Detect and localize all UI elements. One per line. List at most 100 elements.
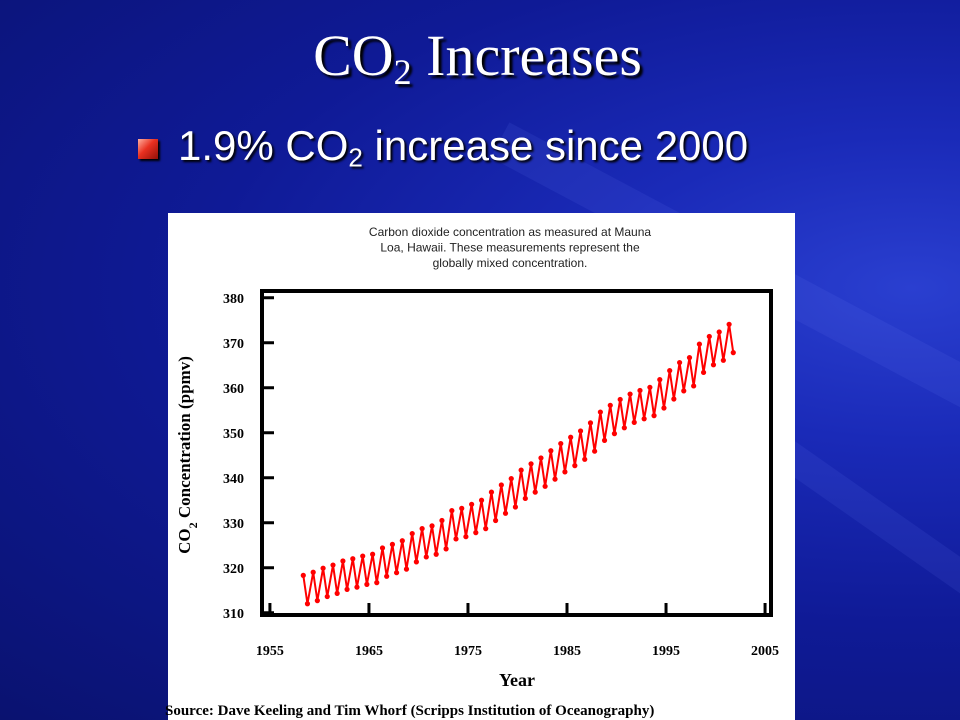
y-tick-label: 330 [223,517,244,532]
data-point [320,565,326,571]
data-point [548,448,554,454]
y-tick-label: 320 [223,562,244,577]
data-point [621,425,627,431]
x-tick-label: 1965 [355,644,383,659]
slide-title: CO2 Increases [0,22,955,93]
bullet-marker [138,139,158,159]
data-point [522,495,528,502]
bullet-text-part: 1.9% CO [178,122,349,169]
data-point [304,601,311,607]
data-point [518,467,524,473]
data-point [300,572,306,579]
data-point [374,580,380,586]
y-axis-label: CO2 Concentration (ppmv) [175,356,200,554]
bullet-text-part: increase since 2000 [362,122,749,169]
data-point [627,391,633,397]
data-point [354,584,360,590]
data-point [393,570,400,576]
data-point [700,369,707,376]
y-tick-label: 370 [223,337,244,352]
data-point [637,387,643,394]
data-point [413,559,419,565]
data-point [681,388,687,394]
data-point [667,368,673,374]
data-point [532,489,538,495]
data-point [671,396,677,402]
title-subscript: 2 [393,51,412,92]
data-point [473,530,479,536]
data-point [324,593,330,600]
data-point [364,581,370,588]
data-line [302,324,735,604]
y-tick-label: 360 [223,382,244,397]
data-point [651,413,657,419]
x-tick-label: 1995 [652,644,680,659]
y-tick-label: 340 [223,472,244,487]
data-point [582,456,588,462]
data-point [726,321,732,327]
data-point [429,523,435,529]
data-point [389,541,396,547]
data-point [478,497,485,503]
data-point [641,416,647,422]
data-point [597,409,603,415]
data-point [453,536,459,542]
data-point [617,396,623,403]
data-point [433,551,439,557]
data-point [469,501,475,507]
data-point [399,538,405,544]
title-text: Increases [411,23,642,88]
data-point [562,469,568,475]
data-point [344,586,350,592]
data-point [419,526,425,532]
data-point [696,341,703,347]
x-tick-label: 1985 [553,644,581,659]
data-point [657,377,663,383]
data-point [647,384,653,390]
x-axis-label: Year [499,670,535,690]
y-axis-label-sub: 2 [186,522,200,528]
data-point [730,350,736,356]
y-axis-label-part: CO [175,528,194,554]
data-point [720,357,726,363]
data-point [379,545,386,551]
data-point [314,598,320,604]
data-point [334,590,340,597]
data-point [528,461,534,467]
data-point [439,517,445,524]
data-point [370,551,376,557]
y-tick-label: 310 [223,607,244,622]
data-point [706,333,712,340]
data-point [607,402,613,408]
data-point [631,419,637,425]
chart-subtitle: globally mixed concentration. [433,256,588,270]
plot-frame [260,289,773,617]
data-point [483,526,489,532]
y-tick-label: 350 [223,427,244,442]
data-point [443,546,449,552]
chart-subtitle: Loa, Hawaii. These measurements represen… [380,241,640,255]
data-point [403,566,410,572]
data-point [488,489,495,495]
x-tick-label: 1955 [256,644,284,659]
data-point [587,420,594,426]
data-point [552,476,558,482]
data-point [350,556,356,562]
data-point [493,517,499,524]
data-point [423,554,429,560]
data-point [577,428,584,434]
x-tick-label: 1975 [454,644,482,659]
data-point [449,508,455,514]
data-point [676,359,683,366]
data-point [542,483,548,489]
bullet-subscript: 2 [348,142,363,173]
data-point [340,558,346,564]
chart-subtitle: Carbon dioxide concentration as measured… [369,225,651,239]
data-point [716,329,722,335]
y-tick-label: 380 [223,292,244,307]
data-point [463,534,469,540]
data-point [661,405,667,411]
data-point [508,476,514,482]
data-point [592,448,598,454]
x-tick-label: 2005 [751,644,779,659]
